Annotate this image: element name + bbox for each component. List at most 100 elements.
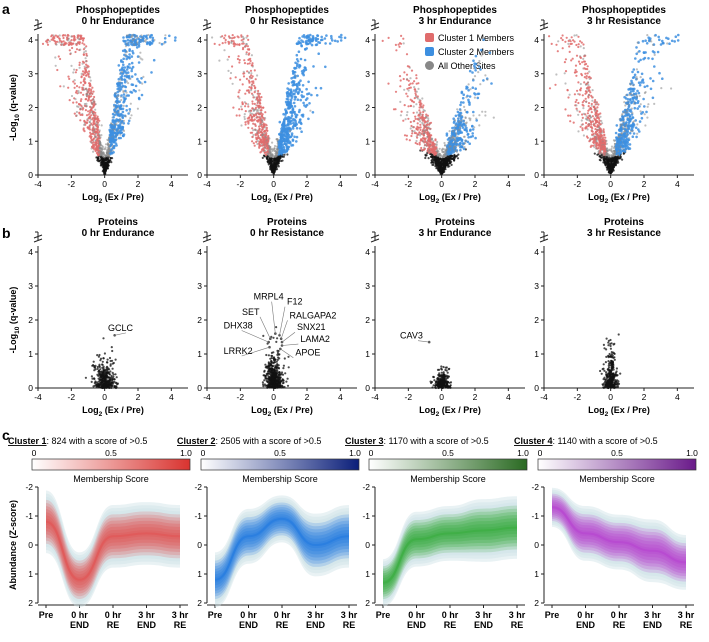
data-point: [582, 47, 585, 50]
data-point: [213, 42, 216, 46]
data-point: [409, 104, 412, 108]
data-point: [121, 70, 124, 73]
data-point: [548, 87, 552, 90]
data-point: [253, 118, 256, 121]
data-point: [406, 111, 409, 114]
data-point: [582, 43, 585, 46]
data-point: [88, 87, 91, 90]
data-point: [433, 144, 436, 147]
data-point: [101, 170, 104, 173]
data-point: [300, 130, 303, 133]
data-point: [605, 139, 608, 142]
data-point: [451, 126, 454, 130]
plot-title: Phosphopeptides 0 hr Endurance: [76, 5, 160, 27]
y-tick-label: 2: [534, 103, 539, 113]
data-point: [262, 143, 265, 146]
data-point: [281, 122, 285, 126]
data-point: [637, 81, 641, 84]
data-point: [248, 62, 251, 65]
data-point: [121, 72, 124, 76]
data-point: [236, 35, 239, 38]
data-point: [260, 114, 264, 117]
data-point: [295, 53, 299, 57]
data-point: [232, 40, 235, 43]
data-point: [415, 111, 419, 114]
data-point: [587, 102, 591, 105]
x-axis-label-part: (Ex / Pre): [439, 192, 481, 202]
data-point: [54, 56, 57, 59]
data-point: [582, 107, 585, 110]
data-point: [270, 171, 273, 174]
data-point: [84, 60, 88, 63]
data-point: [95, 124, 98, 127]
data-point: [448, 136, 452, 139]
data-point: [278, 120, 282, 124]
data-point: [577, 113, 580, 116]
data-point: [431, 142, 435, 145]
data-point: [598, 155, 601, 158]
data-point: [599, 115, 602, 118]
data-point: [456, 126, 459, 129]
data-point: [109, 140, 112, 144]
data-point: [67, 75, 70, 78]
data-point: [88, 84, 91, 87]
data-point: [147, 33, 150, 37]
data-point: [63, 42, 66, 45]
data-point: [666, 42, 669, 45]
data-point: [459, 145, 462, 149]
data-point: [294, 122, 298, 125]
data-point: [243, 113, 246, 116]
data-point: [253, 102, 256, 105]
data-point: [282, 139, 286, 142]
data-point: [471, 128, 475, 131]
data-point: [261, 128, 264, 131]
data-point: [635, 46, 638, 49]
data-point: [115, 144, 118, 147]
data-point: [269, 148, 272, 151]
data-point: [136, 41, 139, 44]
data-point: [448, 161, 451, 164]
data-point: [298, 36, 301, 40]
data-point: [104, 155, 107, 158]
data-point: [473, 75, 477, 78]
data-point: [67, 43, 70, 47]
data-point: [426, 141, 429, 144]
data-point: [78, 61, 81, 64]
data-point: [473, 92, 476, 95]
data-point: [256, 74, 259, 77]
data-point: [586, 72, 589, 75]
data-point: [646, 34, 649, 37]
data-point: [142, 75, 145, 78]
data-point: [73, 82, 76, 85]
data-point: [104, 170, 107, 173]
data-point: [111, 112, 115, 116]
data-point: [96, 139, 99, 142]
data-point: [116, 87, 119, 91]
data-point: [84, 57, 87, 60]
data-point: [419, 111, 422, 114]
data-point: [567, 114, 570, 117]
data-point: [90, 95, 93, 98]
data-point: [250, 115, 254, 118]
data-point: [295, 58, 299, 61]
data-point: [424, 156, 427, 160]
data-point: [649, 77, 652, 80]
data-point: [50, 38, 53, 41]
data-point: [339, 39, 343, 42]
data-point: [87, 73, 90, 76]
data-point: [458, 122, 462, 126]
data-point: [79, 107, 82, 111]
data-point: [278, 150, 281, 154]
data-point: [113, 93, 117, 97]
data-point: [137, 45, 141, 48]
data-point: [275, 161, 278, 164]
data-point: [417, 114, 420, 117]
data-point: [249, 69, 253, 72]
data-point: [121, 134, 125, 137]
data-point: [582, 112, 586, 115]
data-point: [87, 117, 91, 120]
data-point: [554, 83, 557, 86]
data-point: [456, 110, 460, 114]
data-point: [88, 82, 91, 85]
data-point: [92, 100, 95, 103]
